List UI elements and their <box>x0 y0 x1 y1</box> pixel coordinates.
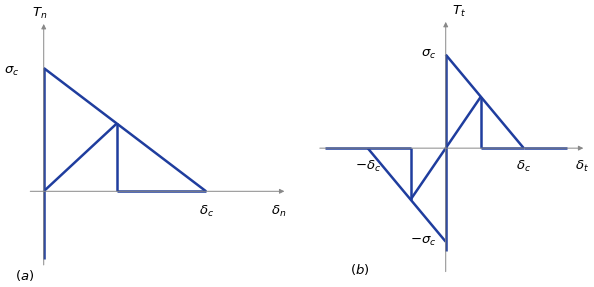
Text: $\delta_c$: $\delta_c$ <box>516 159 531 174</box>
Text: $T_n$: $T_n$ <box>32 6 48 21</box>
Text: $T_t$: $T_t$ <box>452 4 466 19</box>
Text: $\sigma_c$: $\sigma_c$ <box>421 48 437 61</box>
Text: $-\delta_c$: $-\delta_c$ <box>355 159 381 174</box>
Text: $-\sigma_c$: $-\sigma_c$ <box>410 235 437 248</box>
Text: $(a)$: $(a)$ <box>15 267 34 283</box>
Text: $\delta_n$: $\delta_n$ <box>271 203 287 219</box>
Text: $\sigma_c$: $\sigma_c$ <box>4 65 20 78</box>
Text: $\delta_t$: $\delta_t$ <box>575 159 589 174</box>
Text: $\delta_c$: $\delta_c$ <box>198 203 214 219</box>
Text: $(b)$: $(b)$ <box>350 262 369 277</box>
